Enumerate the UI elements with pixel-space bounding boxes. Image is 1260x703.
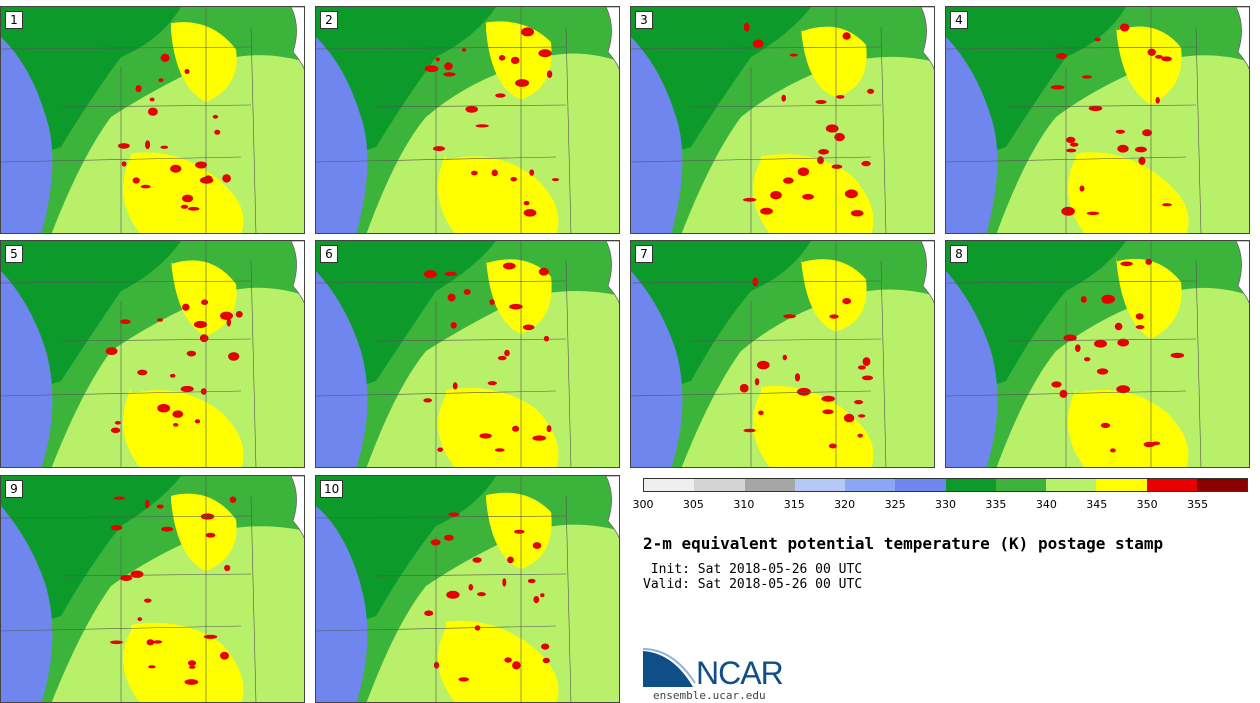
theta-e-map <box>316 476 619 702</box>
theta-e-map <box>946 241 1249 467</box>
theta-e-map <box>316 7 619 233</box>
member-number: 8 <box>950 245 968 263</box>
member-panel: 8 <box>945 240 1250 468</box>
colorbar-swatch <box>1096 479 1147 491</box>
member-panel: 1 <box>0 6 305 234</box>
member-panel: 2 <box>315 6 620 234</box>
member-panel: 5 <box>0 240 305 468</box>
colorbar-ticks: 300 305 310 315 320 325 330 335 340 345 350 355 <box>633 498 1248 512</box>
valid-time: Valid: Sat 2018-05-26 00 UTC <box>643 577 863 592</box>
member-panel: 6 <box>315 240 620 468</box>
member-number: 1 <box>5 11 23 29</box>
member-number: 7 <box>635 245 653 263</box>
theta-e-map <box>631 241 934 467</box>
colorbar-swatch <box>694 479 745 491</box>
theta-e-map <box>946 7 1249 233</box>
member-number: 2 <box>320 11 338 29</box>
colorbar <box>643 478 1248 492</box>
colorbar-tick-label: 310 <box>733 498 755 511</box>
member-number: 5 <box>5 245 23 263</box>
colorbar-tick-label: 300 <box>632 498 654 511</box>
colorbar-tick-label: 355 <box>1187 498 1209 511</box>
product-title: 2-m equivalent potential temperature (K)… <box>643 534 1164 553</box>
colorbar-swatch <box>1046 479 1097 491</box>
init-time: Init: Sat 2018-05-26 00 UTC <box>643 562 863 577</box>
colorbar-tick-label: 320 <box>834 498 856 511</box>
member-number: 3 <box>635 11 653 29</box>
member-number: 10 <box>320 480 344 498</box>
colorbar-tick-label: 315 <box>783 498 805 511</box>
colorbar-tick-label: 335 <box>985 498 1007 511</box>
theta-e-map <box>631 7 934 233</box>
colorbar-swatch <box>845 479 896 491</box>
colorbar-swatch <box>995 479 1046 491</box>
colorbar-swatch <box>1146 479 1197 491</box>
theta-e-map <box>1 476 304 702</box>
colorbar-tick-label: 350 <box>1136 498 1158 511</box>
member-panel: 7 <box>630 240 935 468</box>
ncar-logo-icon <box>643 648 696 687</box>
member-number: 9 <box>5 480 23 498</box>
theta-e-map <box>1 241 304 467</box>
colorbar-swatch <box>644 479 695 491</box>
logo-name: NCAR <box>696 655 784 691</box>
member-panel: 4 <box>945 6 1250 234</box>
member-panel: 3 <box>630 6 935 234</box>
colorbar-tick-label: 305 <box>682 498 704 511</box>
colorbar-tick-label: 340 <box>1035 498 1057 511</box>
colorbar-swatch <box>945 479 996 491</box>
member-panel: 10 <box>315 475 620 703</box>
theta-e-map <box>316 241 619 467</box>
member-number: 6 <box>320 245 338 263</box>
colorbar-swatch <box>895 479 946 491</box>
member-panel: 9 <box>0 475 305 703</box>
member-number: 4 <box>950 11 968 29</box>
colorbar-swatch <box>794 479 845 491</box>
colorbar-tick-label: 345 <box>1086 498 1108 511</box>
theta-e-map <box>1 7 304 233</box>
colorbar-swatch <box>744 479 795 491</box>
colorbar-tick-label: 325 <box>884 498 906 511</box>
colorbar-tick-label: 330 <box>935 498 956 511</box>
logo-url: ensemble.ucar.edu <box>653 689 766 702</box>
colorbar-swatch <box>1196 479 1247 491</box>
